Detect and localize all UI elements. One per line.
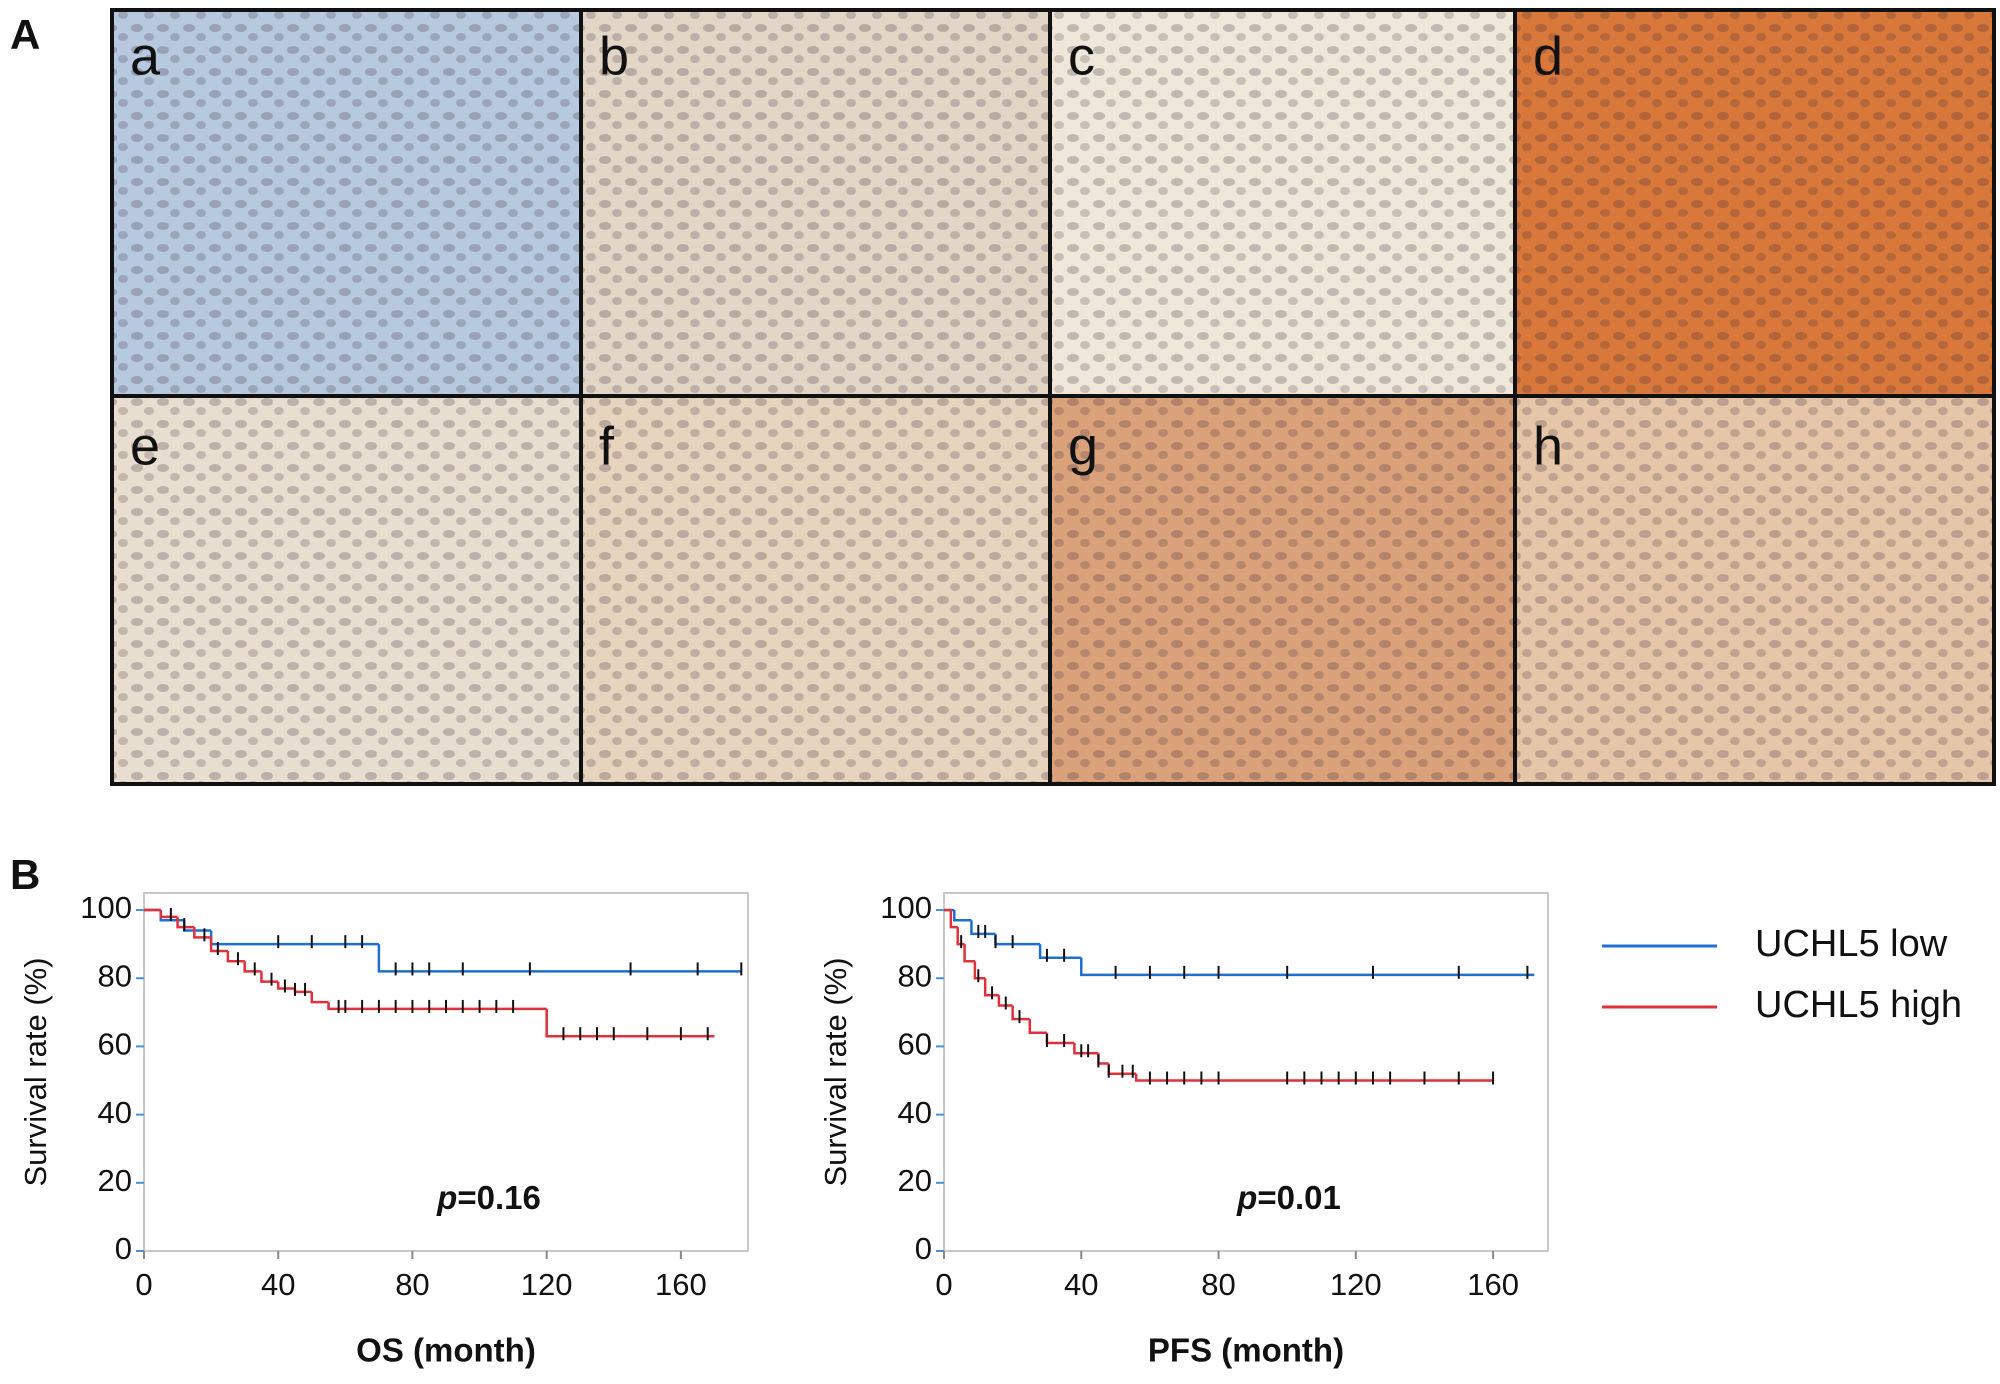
km-step — [310, 991, 329, 1004]
p-symbol: p — [436, 1179, 457, 1216]
km-step — [293, 988, 312, 994]
km-step — [327, 1002, 547, 1011]
km-step — [159, 910, 178, 919]
km-step — [183, 920, 212, 932]
x-tick-label: 0 — [135, 1267, 152, 1302]
x-tick-label: 40 — [261, 1267, 295, 1302]
y-tick-label: 80 — [898, 958, 932, 993]
tile-letter: b — [599, 26, 629, 86]
tile-letter: d — [1533, 26, 1563, 86]
km-step — [997, 995, 1013, 1007]
y-tick-label: 20 — [98, 1163, 132, 1198]
x-tick-label: 80 — [1201, 1267, 1235, 1302]
km-step — [176, 916, 195, 929]
legend-label: UCHL5 low — [1755, 923, 1948, 965]
tile-letter: g — [1068, 416, 1098, 476]
y-tick-label: 0 — [115, 1231, 132, 1266]
p-text: =0.16 — [457, 1179, 541, 1216]
x-tick-label: 80 — [395, 1267, 429, 1302]
p-text: =0.01 — [1257, 1179, 1341, 1216]
km-step — [949, 910, 958, 929]
panel-label: B — [10, 851, 40, 898]
km-step — [1011, 1005, 1030, 1021]
tile-letter: h — [1533, 416, 1563, 476]
y-tick-label: 20 — [898, 1163, 932, 1198]
km-step — [209, 930, 379, 946]
tile-letter: e — [130, 416, 160, 476]
km-step — [545, 1008, 715, 1038]
km-step — [243, 961, 262, 973]
km-step — [226, 950, 245, 963]
y-tick-label: 80 — [98, 958, 132, 993]
km-step — [963, 944, 975, 963]
km-step — [994, 933, 1041, 946]
tile-letter: a — [130, 26, 161, 86]
y-tick-label: 100 — [880, 890, 932, 925]
km-step — [1073, 1043, 1099, 1055]
x-axis-title: PFS (month) — [1148, 1332, 1344, 1369]
km-step — [970, 920, 996, 936]
km-step — [1080, 957, 1535, 977]
km-step — [260, 971, 279, 983]
legend-label: UCHL5 high — [1755, 984, 1962, 1026]
tile-borders — [110, 8, 1996, 786]
x-tick-label: 120 — [521, 1267, 573, 1302]
p-symbol: p — [1236, 1179, 1257, 1216]
km-step — [276, 981, 295, 990]
plot-frame — [143, 892, 749, 1252]
y-tick-label: 40 — [98, 1095, 132, 1130]
km-step — [159, 910, 185, 922]
panel-label: A — [10, 11, 40, 58]
x-tick-label: 160 — [655, 1267, 707, 1302]
x-axis-title: OS (month) — [356, 1332, 536, 1369]
tile-letter: f — [599, 416, 615, 476]
y-tick-label: 60 — [898, 1027, 932, 1062]
km-step — [377, 944, 742, 973]
km-step — [956, 927, 965, 946]
y-axis-title: Survival rate (%) — [18, 957, 53, 1186]
km-step — [1028, 1019, 1047, 1035]
km-step — [1097, 1053, 1109, 1065]
x-tick-label: 40 — [1064, 1267, 1098, 1302]
y-tick-label: 40 — [898, 1095, 932, 1130]
y-axis-title: Survival rate (%) — [818, 957, 853, 1186]
km-step — [1038, 944, 1082, 960]
km-step — [1134, 1073, 1494, 1082]
km-step — [1045, 1032, 1075, 1045]
plot-frame — [943, 892, 1549, 1252]
y-tick-label: 100 — [80, 890, 132, 925]
y-tick-label: 0 — [915, 1231, 932, 1266]
km-step — [983, 978, 999, 997]
km-step — [209, 937, 228, 953]
km-step — [953, 910, 972, 922]
km-step — [193, 927, 212, 939]
p-value: p=0.16 — [436, 1179, 541, 1216]
km-step — [973, 961, 986, 980]
y-tick-label: 60 — [98, 1027, 132, 1062]
x-tick-label: 0 — [935, 1267, 952, 1302]
x-tick-label: 120 — [1330, 1267, 1382, 1302]
p-value: p=0.01 — [1236, 1179, 1341, 1216]
tile-letter: c — [1068, 26, 1095, 86]
x-tick-label: 160 — [1467, 1267, 1519, 1302]
micrographs — [110, 8, 1996, 786]
